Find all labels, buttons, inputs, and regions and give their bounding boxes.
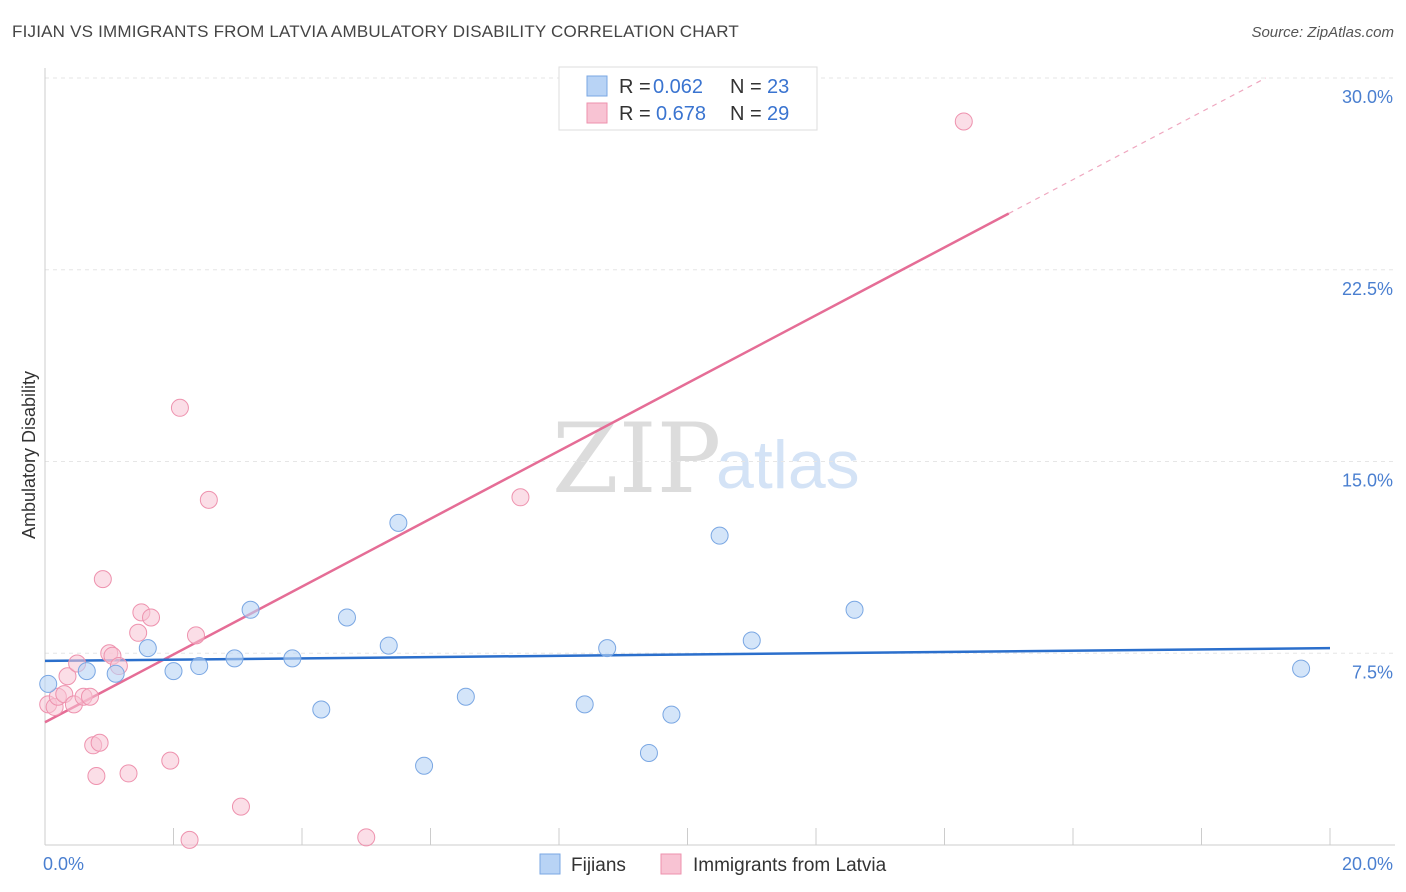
- y-axis-label: Ambulatory Disability: [19, 371, 39, 539]
- fijian-point: [415, 756, 434, 775]
- fijian-point: [639, 743, 658, 762]
- latvia-point: [180, 830, 199, 849]
- fijian-point: [190, 657, 209, 676]
- fijian-point: [742, 631, 761, 650]
- watermark-zip: ZIP: [552, 403, 721, 515]
- top-legend: R = 0.062 N = 23 R = 0.678 N = 29: [558, 66, 818, 131]
- latvia-point: [80, 687, 99, 706]
- latvia-bottom-label: Immigrants from Latvia: [693, 855, 887, 876]
- latvia-points: [39, 112, 973, 849]
- latvia-point: [90, 733, 109, 752]
- y-tick-label: 7.5%: [1352, 662, 1393, 682]
- latvia-point: [119, 764, 138, 783]
- fijian-point: [389, 513, 408, 532]
- fijian-point: [337, 608, 356, 627]
- latvia-point: [170, 398, 189, 417]
- chart-title: FIJIAN VS IMMIGRANTS FROM LATVIA AMBULAT…: [12, 22, 739, 41]
- source-credit: Source: ZipAtlas.com: [1251, 24, 1394, 41]
- latvia-point: [186, 626, 205, 645]
- fijians-trend-line: [44, 646, 1331, 663]
- fijians-r-value: 0.062: [653, 76, 703, 98]
- latvia-point: [231, 797, 250, 816]
- latvia-trend-extension: [1008, 77, 1267, 215]
- fijians-r-label: R =: [619, 76, 651, 98]
- trend-lines: [44, 77, 1331, 724]
- fijian-point: [312, 700, 331, 719]
- fijian-point: [106, 664, 125, 683]
- fijian-point: [575, 695, 594, 714]
- watermark-atlas: atlas: [716, 427, 860, 503]
- y-tick-label: 15.0%: [1342, 471, 1393, 491]
- fijians-legend-swatch: [586, 75, 608, 97]
- fijian-point: [845, 600, 864, 619]
- latvia-r-value: 0.678: [656, 103, 706, 125]
- fijian-point: [225, 649, 244, 668]
- y-tick-label: 30.0%: [1342, 87, 1393, 107]
- axes: [44, 68, 1395, 846]
- latvia-point: [58, 667, 77, 686]
- fijian-point: [39, 674, 58, 693]
- fijian-point: [283, 649, 302, 668]
- x-tick-label: 0.0%: [43, 854, 84, 874]
- y-tick-label: 22.5%: [1342, 279, 1393, 299]
- fijian-points: [39, 513, 1311, 775]
- latvia-legend-swatch: [586, 102, 608, 124]
- fijian-point: [598, 639, 617, 658]
- latvia-point: [161, 751, 180, 770]
- fijian-point: [77, 662, 96, 681]
- fijian-point: [379, 636, 398, 655]
- fijians-n-label: N =: [730, 76, 762, 98]
- latvia-r-label: R =: [619, 103, 651, 125]
- fijian-point: [164, 662, 183, 681]
- latvia-point: [954, 112, 973, 131]
- latvia-n-value: 29: [767, 103, 789, 125]
- fijians-bottom-swatch: [539, 853, 561, 875]
- latvia-n-label: N =: [730, 103, 762, 125]
- latvia-trend-line: [44, 212, 1010, 724]
- latvia-point: [199, 490, 218, 509]
- x-tick-labels: 0.0% 20.0%: [43, 854, 1393, 874]
- latvia-point: [93, 570, 112, 589]
- latvia-point: [357, 828, 376, 847]
- latvia-point: [129, 623, 148, 642]
- latvia-point: [87, 766, 106, 785]
- x-tick-label: 20.0%: [1342, 854, 1393, 874]
- fijians-bottom-label: Fijians: [571, 855, 626, 876]
- latvia-bottom-swatch: [660, 853, 682, 875]
- fijian-point: [710, 526, 729, 545]
- fijian-point: [138, 639, 157, 658]
- y-tick-labels: 7.5% 15.0% 22.5% 30.0%: [1342, 87, 1393, 682]
- fijian-point: [1292, 659, 1311, 678]
- fijians-n-value: 23: [767, 76, 789, 98]
- latvia-point: [511, 488, 530, 507]
- bottom-legend: Fijians Immigrants from Latvia: [539, 853, 887, 876]
- fijian-point: [662, 705, 681, 724]
- latvia-point: [142, 608, 161, 627]
- fijian-point: [456, 687, 475, 706]
- fijian-point: [241, 600, 260, 619]
